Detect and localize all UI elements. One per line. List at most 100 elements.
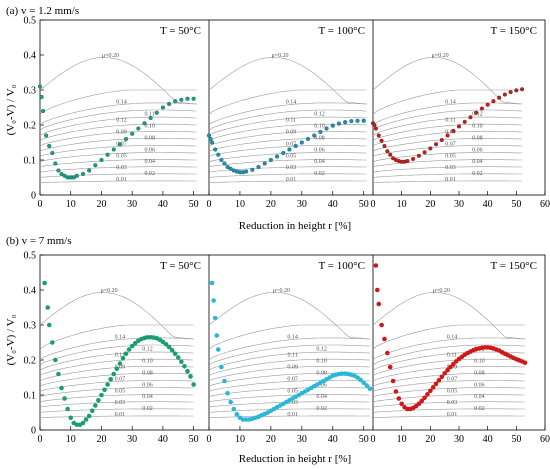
- mu-label: 0.01: [116, 177, 127, 183]
- data-point: [211, 298, 216, 303]
- mu-label: 0.08: [142, 370, 153, 376]
- calibration-curve: [208, 380, 370, 392]
- data-point: [416, 153, 421, 158]
- panel-b-xlabel: Reduction in height r [%]: [239, 453, 351, 465]
- mu-label: 0.10: [144, 124, 155, 130]
- data-point: [405, 159, 410, 164]
- data-point: [56, 371, 61, 377]
- data-point: [213, 147, 218, 152]
- mu-label: μ=0.20: [271, 53, 288, 59]
- data-point: [250, 167, 255, 172]
- x-tick-label: 50: [189, 199, 199, 210]
- calibration-curve: [39, 138, 197, 152]
- x-tick-label: 0: [38, 434, 43, 445]
- data-point: [451, 128, 456, 134]
- data-point: [382, 336, 387, 342]
- calibration-curve: [208, 394, 370, 403]
- data-point: [87, 168, 92, 173]
- data-point: [430, 385, 436, 390]
- calibration-curve: [208, 173, 367, 178]
- mu-label: 0.07: [115, 376, 126, 382]
- mu-label: 0.10: [472, 124, 483, 130]
- calibration-curve: [372, 387, 525, 398]
- data-point: [129, 343, 135, 349]
- calibration-curve: [39, 180, 197, 184]
- y-tick-label: 0.1: [24, 156, 37, 167]
- mu-label: 0.01: [445, 177, 456, 183]
- data-point: [42, 280, 47, 286]
- x-tick-label: 30: [297, 199, 307, 210]
- mu-label: 0.12: [142, 347, 153, 353]
- calibration-curve: [39, 380, 194, 392]
- data-point: [361, 118, 366, 123]
- data-point: [396, 396, 402, 401]
- data-point: [281, 150, 286, 156]
- calibration-curve: [372, 344, 525, 366]
- calibration-curve: [208, 102, 367, 126]
- data-point: [219, 364, 224, 370]
- mu-label: 0.01: [115, 412, 126, 418]
- calibration-curve: [372, 324, 525, 350]
- calibration-curve: [39, 116, 197, 136]
- data-point: [39, 94, 44, 100]
- mu-label: 0.03: [287, 400, 298, 406]
- data-point: [175, 355, 181, 360]
- data-point: [330, 123, 335, 128]
- data-point: [132, 340, 138, 346]
- data-point: [387, 364, 393, 370]
- x-tick-label: 0: [38, 199, 43, 210]
- data-point: [111, 371, 117, 377]
- data-point: [172, 351, 178, 357]
- data-point: [209, 280, 215, 286]
- mu-label: 0.07: [287, 376, 298, 382]
- data-point: [41, 108, 46, 114]
- calibration-curve: [39, 145, 197, 157]
- mu-label: 0.03: [447, 400, 458, 406]
- calibration-curve: [39, 387, 194, 398]
- data-point: [123, 351, 129, 357]
- data-point: [468, 115, 473, 120]
- calibration-curve: [208, 57, 367, 105]
- data-point: [419, 398, 425, 404]
- mu-label: 0.03: [116, 165, 127, 171]
- calibration-curve: [39, 159, 197, 168]
- data-point: [228, 399, 233, 405]
- data-point: [358, 377, 363, 383]
- data-point: [379, 322, 384, 328]
- calibration-curve: [372, 166, 523, 173]
- data-point: [231, 406, 237, 412]
- mu-label: 0.07: [286, 141, 297, 147]
- data-point: [169, 347, 175, 353]
- calibration-curve: [372, 152, 523, 163]
- data-point: [188, 374, 193, 379]
- panel-a-plot: 0 0.1 0.2 0.3 0.4 0.5 0 10 20 30 40 50 μ=0.20 0.14 0.1…: [24, 16, 550, 211]
- calibration-curve: [372, 415, 525, 419]
- data-point: [305, 136, 311, 142]
- data-point: [367, 386, 373, 392]
- mu-label: 0.06: [314, 147, 325, 153]
- data-point: [439, 138, 444, 143]
- calibration-curve: [208, 116, 367, 136]
- data-point: [497, 95, 502, 100]
- mu-label: 0.07: [447, 376, 458, 382]
- data-point: [462, 119, 467, 124]
- calibration-curve: [372, 57, 523, 105]
- data-point: [343, 120, 348, 125]
- x-tick-label: 40: [483, 199, 493, 210]
- calibration-curve: [372, 116, 523, 136]
- data-point: [425, 392, 430, 397]
- mu-label: 0.04: [316, 394, 327, 400]
- data-point: [364, 383, 370, 388]
- data-point: [376, 301, 382, 307]
- mu-label: 0.12: [472, 112, 483, 118]
- x-tick-label: 40: [158, 199, 168, 210]
- calibration-curve: [208, 415, 370, 419]
- data-point: [514, 88, 519, 93]
- data-point: [275, 154, 280, 159]
- calibration-curve: [372, 408, 525, 413]
- y-tick-label: 0.5: [24, 16, 37, 27]
- x-tick-label: 40: [328, 199, 338, 210]
- x-tick-label: 40: [328, 434, 338, 445]
- data-point: [93, 163, 98, 168]
